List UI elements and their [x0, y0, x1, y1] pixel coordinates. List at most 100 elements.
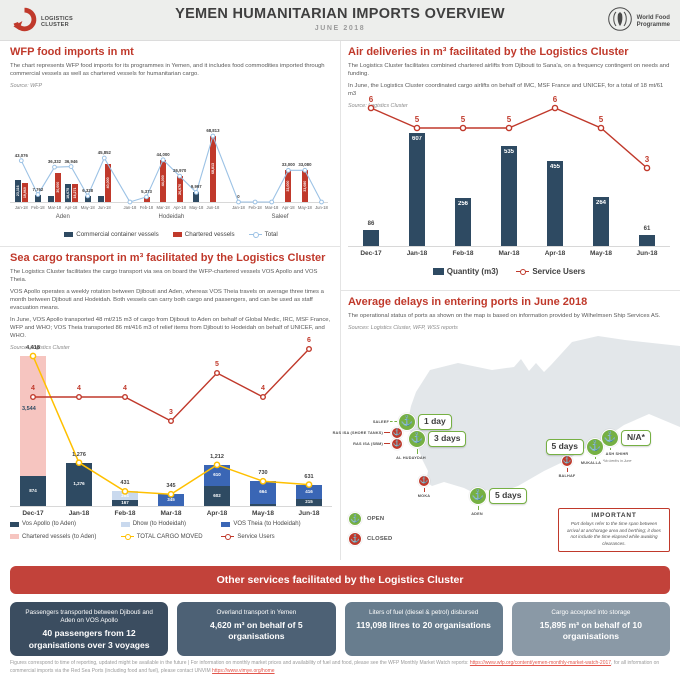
service-users-value: 3 [644, 155, 650, 164]
bar-value-label: 61 [643, 225, 651, 232]
x-tick: Mar-18 [160, 510, 182, 517]
horizontal-divider-left [0, 246, 340, 247]
leader-line [609, 448, 611, 450]
air-deliveries-section: Air deliveries in m³ facilitated by the … [348, 46, 670, 109]
legend-service-users-label: Service Users [237, 533, 275, 540]
bar-value-label: 455 [549, 164, 560, 171]
total-cargo-marker [259, 477, 267, 485]
legend-total-label: Total [264, 231, 278, 238]
wfp-imports-source: Source: WFP [10, 82, 43, 89]
port-anchor-icon: ⚓ [418, 475, 430, 487]
wfp-imports-legend: Commercial container vessels Chartered ve… [10, 231, 332, 238]
bar [84, 195, 91, 202]
port-delay-callout: N/A* [621, 430, 651, 446]
total-line-marker [269, 199, 275, 205]
x-tick: Jan-18 [406, 250, 428, 257]
air-deliveries-p2: In June, the Logistics Cluster coordinat… [348, 82, 664, 97]
x-tick: Feb-18 [31, 205, 45, 210]
service-box-overland: Overland transport in Yemen 4,620 m³ on … [177, 602, 336, 656]
port-delays-description: The operational status of ports as shown… [348, 313, 661, 319]
legend-chartered-vessels: Chartered vessels [172, 231, 235, 238]
total-cargo-value: 631 [304, 473, 314, 480]
total-line-marker [177, 173, 183, 179]
x-tick: Jun-18 [315, 205, 328, 210]
x-tick: May-18 [589, 250, 613, 257]
x-tick: May-18 [297, 205, 312, 210]
legend-swatch [10, 521, 19, 527]
bar [160, 159, 167, 202]
legend-chartered-vessels-label: Chartered vessels (to Aden) [22, 533, 97, 540]
map-legend-anchor-icon: ⚓ [348, 512, 362, 526]
service-box-value: 40 passengers from 12 organisations over… [28, 628, 150, 650]
total-value-label: 7,762 [32, 186, 44, 192]
wfp-wordmark: World Food Programme [637, 15, 670, 29]
x-tick: Jan-18 [14, 205, 28, 210]
port-anchor-icon: ⚓ [398, 413, 416, 431]
bar [97, 196, 104, 202]
service-users-marker [551, 104, 559, 112]
x-tick: Apr-18 [544, 250, 566, 257]
bar-segment [66, 462, 92, 506]
x-tick: Jun-18 [206, 205, 220, 210]
leader-line [594, 457, 596, 459]
page-header: LOGISTICS CLUSTER YEMEN HUMANITARIAN IMP… [0, 0, 680, 41]
legend-quantity-label: Quantity (m3) [446, 267, 499, 276]
total-cargo-value: 1,276 [72, 451, 86, 458]
bar [639, 234, 655, 246]
legend-swatch [221, 533, 235, 540]
x-tick: May-18 [189, 205, 204, 210]
x-tick: Mar-18 [156, 205, 170, 210]
total-cargo-marker [305, 481, 313, 488]
total-value-label: 43,076 [14, 152, 28, 158]
footer-link-unvim[interactable]: https://www.vimye.org/home [212, 667, 275, 674]
total-value-label: 6,328 [82, 187, 94, 193]
bar [48, 195, 54, 202]
service-box-fuel: Liters of fuel (diesel & petrol) disburs… [344, 602, 503, 656]
total-cargo-value: 1,212 [210, 453, 224, 460]
x-tick: Jun-18 [97, 205, 111, 210]
footer-link-market-watch[interactable]: https://www.wfp.org/content/yemen-monthl… [469, 660, 612, 666]
bar-segment [296, 498, 322, 506]
service-users-marker [367, 104, 375, 112]
service-users-marker [643, 164, 651, 172]
sea-cargo-chart: 874 3,544 Dec-17 1,276 Jan-18 167 264 Feb-18 345… [10, 330, 332, 520]
legend-swatch [172, 232, 182, 237]
legend-service-users: Service Users [221, 533, 332, 540]
legend-vos-apollo: Vos Apollo (to Aden) [10, 521, 121, 527]
x-tick: Mar-18 [47, 205, 62, 210]
total-line-marker [52, 164, 57, 170]
bar-value-label: 535 [503, 149, 514, 156]
yemen-map-shape [407, 336, 680, 495]
segment-value-label: 3,544 [22, 406, 36, 412]
total-cargo-marker [213, 461, 221, 469]
footer-text-2: , for all information on commercial impo… [10, 660, 660, 674]
port-label: RAS ISA (SBM) [353, 442, 383, 446]
total-line-marker [252, 199, 258, 205]
x-tick: Feb-18 [139, 205, 154, 210]
total-value-label: 44,000 [156, 151, 170, 157]
bar [34, 194, 41, 202]
total-value-label: 68,813 [206, 128, 220, 133]
logistics-cluster-logo: LOGISTICS CLUSTER [12, 7, 73, 37]
bar-value-label: 264 [595, 199, 606, 206]
service-users-marker [213, 370, 220, 377]
leader-line [416, 449, 418, 454]
map-legend-anchor-icon: ⚓ [348, 532, 362, 546]
port-note: *No berths in June [602, 459, 632, 463]
footer-note: Figures correspond to time of reporting,… [10, 660, 670, 676]
total-value-label: 33,080 [298, 162, 312, 168]
total-line-marker [101, 155, 107, 161]
legend-swatch [64, 232, 74, 237]
bar [176, 176, 183, 202]
important-note-title: IMPORTANT [591, 512, 637, 519]
total-value-label: 36,946 [64, 158, 78, 164]
x-tick: Apr-18 [173, 205, 186, 210]
total-value-label: 33,000 [281, 162, 295, 168]
total-line-marker [193, 190, 199, 195]
port-label: BALHAF [558, 474, 576, 478]
segment-value-label: 874 [29, 488, 37, 494]
air-deliveries-title: Air deliveries in m³ facilitated by the … [348, 46, 629, 58]
x-tick: Jun-18 [298, 510, 320, 517]
segment-value-label: 1,276 [73, 481, 85, 487]
total-value-label: 0 [237, 194, 240, 199]
